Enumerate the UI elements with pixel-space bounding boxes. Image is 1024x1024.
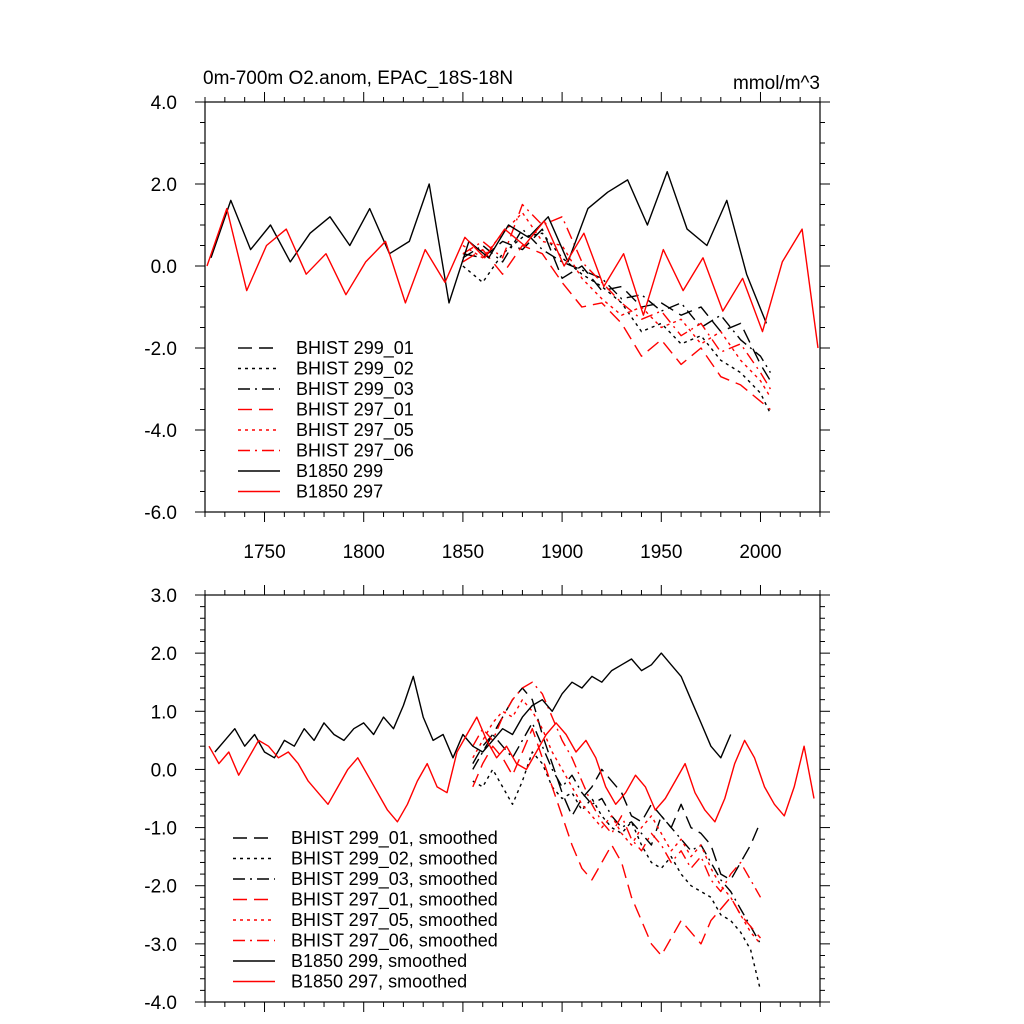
y-tick-label: 2.0	[151, 175, 177, 196]
legend-label: B1850 297, smoothed	[291, 972, 467, 992]
bottom-y-tick-labels: -4.0 -3.0 -2.0 -1.0 0.0 1.0 2.0 3.0	[144, 586, 177, 1014]
series-line-1	[462, 232, 772, 414]
legend-label: B1850 299	[296, 461, 383, 481]
y-tick-label: -3.0	[144, 935, 177, 956]
top-panel-title: 0m-700m O2.anom, EPAC_18S-18N	[203, 68, 513, 89]
series-line-5	[472, 681, 762, 898]
series-line-7	[208, 716, 815, 823]
bottom-ticks	[195, 585, 830, 1012]
legend-label: B1850 297	[296, 482, 383, 502]
legend-label: BHIST 299_02, smoothed	[291, 849, 498, 870]
y-tick-label: -2.0	[144, 877, 177, 898]
legend-label: BHIST 299_01	[296, 338, 414, 359]
top-panel: 0m-700m O2.anom, EPAC_18S-18N mmol/m^3 -…	[144, 68, 830, 563]
y-tick-label: -1.0	[144, 819, 177, 840]
series-line-6	[210, 171, 768, 324]
y-tick-label: 4.0	[151, 93, 177, 114]
series-line-1	[472, 751, 762, 991]
legend-label: BHIST 297_01, smoothed	[291, 890, 498, 911]
top-y-tick-labels: -6.0 -4.0 -2.0 0.0 2.0 4.0	[144, 93, 177, 524]
series-line-3	[462, 244, 771, 411]
series-line-0	[462, 228, 771, 382]
y-tick-label: 2.0	[151, 644, 177, 665]
y-tick-label: -4.0	[144, 993, 177, 1014]
y-tick-label: 1.0	[151, 702, 177, 723]
y-tick-label: -2.0	[144, 339, 177, 360]
top-x-tick-labels: 1750 1800 1850 1900 1950 2000	[243, 542, 781, 563]
y-tick-label: -4.0	[144, 421, 177, 442]
legend-label: BHIST 297_06, smoothed	[291, 931, 498, 952]
series-line-7	[206, 207, 819, 349]
legend-label: BHIST 299_03, smoothed	[291, 869, 498, 890]
y-tick-label: 0.0	[151, 760, 177, 781]
series-line-6	[214, 652, 732, 759]
bottom-plot-frame	[204, 594, 821, 1003]
x-tick-label: 1850	[442, 542, 484, 563]
series-line-2	[472, 722, 762, 945]
series-line-3	[472, 728, 762, 957]
x-tick-label: 2000	[739, 542, 781, 563]
x-tick-label: 1900	[541, 542, 583, 563]
legend-label: BHIST 297_06	[296, 441, 414, 462]
legend-label: BHIST 299_01, smoothed	[291, 828, 498, 849]
y-tick-label: 3.0	[151, 586, 177, 607]
series-line-4	[462, 212, 771, 398]
series-line-0	[472, 687, 762, 881]
top-ticks	[195, 92, 830, 522]
series-line-4	[472, 699, 762, 945]
bottom-series-group	[208, 652, 815, 991]
x-tick-label: 1750	[243, 542, 285, 563]
legend-label: BHIST 299_03	[296, 379, 414, 400]
legend-label: BHIST 297_05	[296, 420, 414, 441]
x-tick-label: 1950	[640, 542, 682, 563]
y-tick-label: 0.0	[151, 257, 177, 278]
bottom-panel: -4.0 -3.0 -2.0 -1.0 0.0 1.0 2.0 3.0 BHIST 299_0…	[144, 585, 830, 1014]
legend-label: BHIST 297_01	[296, 400, 414, 421]
legend-label: BHIST 297_05, smoothed	[291, 910, 498, 931]
legend-label: BHIST 299_02	[296, 359, 414, 380]
top-series-group	[206, 171, 819, 414]
top-panel-units: mmol/m^3	[733, 73, 820, 94]
y-tick-label: -6.0	[144, 503, 177, 524]
legend-label: B1850 299, smoothed	[291, 951, 467, 971]
x-tick-label: 1800	[343, 542, 385, 563]
series-line-2	[462, 228, 771, 373]
